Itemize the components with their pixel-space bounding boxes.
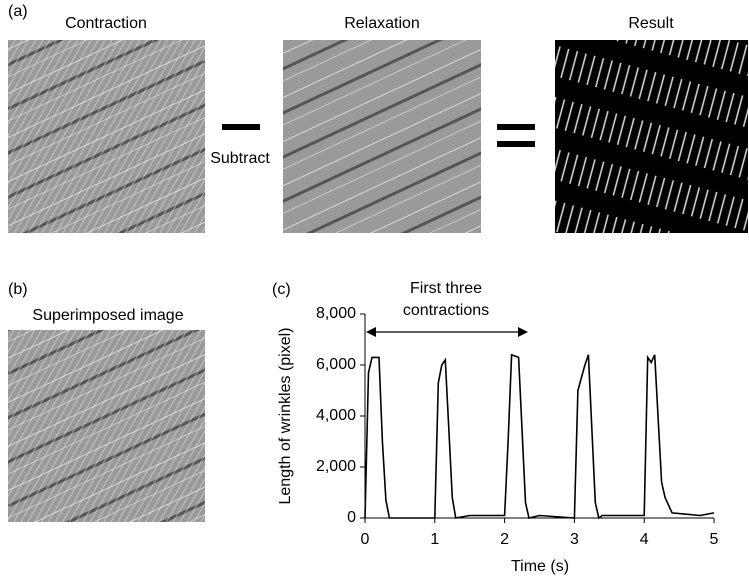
- image-title: Contraction: [65, 15, 147, 32]
- operation-label: Subtract: [210, 150, 270, 167]
- panel-label: (b): [8, 281, 28, 298]
- micrograph: [8, 330, 205, 522]
- result-image: [555, 40, 748, 233]
- y-tick-label: 2,000: [316, 458, 356, 475]
- x-tick-label: 0: [361, 531, 370, 548]
- chart: First three contractions Time (s) Length…: [277, 280, 718, 575]
- x-tick-label: 4: [640, 531, 649, 548]
- image-title: Result: [628, 15, 674, 32]
- image-title: Relaxation: [344, 15, 420, 32]
- panel-label: (c): [272, 281, 291, 298]
- y-axis-label: Length of wrinkles (pixel): [277, 328, 294, 505]
- micrograph: [8, 40, 205, 233]
- annotation: First three: [410, 280, 482, 297]
- panel-label: (a): [8, 3, 28, 20]
- x-tick-label: 5: [710, 531, 719, 548]
- y-tick-label: 6,000: [316, 356, 356, 373]
- annotation: contractions: [403, 302, 489, 319]
- x-tick-label: 2: [500, 531, 509, 548]
- equals-sign: [497, 141, 535, 147]
- x-tick-label: 3: [570, 531, 579, 548]
- y-tick-label: 4,000: [316, 407, 356, 424]
- equals-sign: [497, 124, 535, 130]
- y-tick-label: 0: [347, 509, 356, 526]
- micrograph: [283, 40, 481, 233]
- minus-sign: [222, 124, 260, 130]
- data-line: [364, 353, 715, 520]
- x-tick-label: 1: [430, 531, 439, 548]
- y-tick-label: 8,000: [316, 305, 356, 322]
- image-title: Superimposed image: [32, 307, 183, 324]
- x-axis-label: Time (s): [511, 558, 569, 575]
